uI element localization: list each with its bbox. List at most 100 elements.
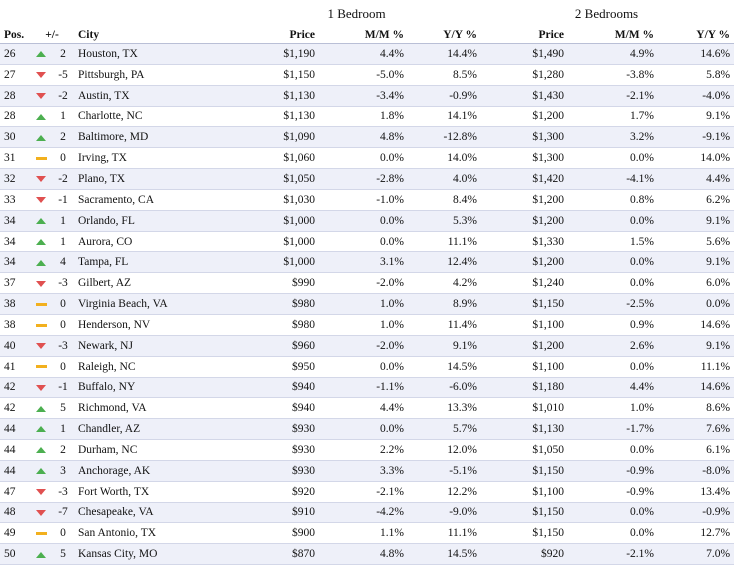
table-row: 26 2 Houston, TX $1,190 4.4% 14.4% $1,490 4.9% 1… — [0, 43, 734, 65]
rank-change-cell: 0 — [52, 293, 74, 315]
mm-1br-cell: -2.1% — [319, 481, 404, 503]
trend-icon-cell — [30, 231, 52, 253]
triangle-up-icon — [36, 447, 46, 454]
yy-2br-cell: 13.4% — [654, 481, 734, 503]
col-header-yy-2br: Y/Y % — [654, 23, 734, 44]
price-1br-cell: $1,090 — [234, 126, 319, 149]
yy-2br-cell: -9.1% — [654, 126, 734, 149]
col-header-city: City — [74, 23, 234, 44]
table-row: 47 -3 Fort Worth, TX $920 -2.1% 12.2% $1,100 -0… — [0, 481, 734, 503]
rank-cell: 50 — [0, 543, 30, 565]
rank-cell: 27 — [0, 64, 30, 86]
rank-cell: 26 — [0, 43, 30, 65]
mm-1br-cell: -1.1% — [319, 377, 404, 399]
mm-2br-cell: 3.2% — [564, 126, 655, 149]
mm-1br-cell: 3.3% — [319, 460, 404, 482]
mm-1br-cell: 1.1% — [319, 522, 404, 545]
price-1br-cell: $1,000 — [234, 231, 319, 253]
rank-cell: 34 — [0, 231, 30, 253]
yy-1br-cell: 5.3% — [404, 210, 480, 232]
rank-change-cell: 1 — [52, 231, 74, 253]
trend-icon-cell — [30, 397, 52, 420]
price-1br-cell: $1,190 — [234, 43, 319, 65]
rank-change-cell: 2 — [52, 43, 74, 65]
yy-1br-cell: -0.9% — [404, 85, 480, 107]
price-2br-cell: $1,200 — [479, 335, 565, 357]
col-header-change: +/- — [30, 23, 74, 44]
yy-1br-cell: 8.4% — [404, 189, 480, 211]
triangle-down-icon — [36, 280, 46, 287]
rank-cell: 38 — [0, 293, 30, 315]
trend-icon-cell — [30, 502, 52, 524]
city-cell: Aurora, CO — [74, 231, 234, 253]
city-cell: San Antonio, TX — [74, 522, 234, 545]
yy-1br-cell: 13.3% — [404, 397, 480, 420]
mm-1br-cell: 0.0% — [319, 210, 404, 232]
rank-change-cell: -3 — [52, 481, 74, 503]
trend-icon-cell — [30, 251, 52, 274]
table-row: 34 1 Orlando, FL $1,000 0.0% 5.3% $1,200 0.0% 9.… — [0, 210, 734, 232]
dash-icon — [35, 323, 47, 327]
yy-1br-cell: 4.0% — [404, 168, 480, 190]
mm-2br-cell: -0.9% — [564, 460, 655, 482]
table-row: 50 5 Kansas City, MO $870 4.8% 14.5% $920 -2.1%… — [0, 543, 734, 565]
col-header-mm-1br: M/M % — [319, 23, 404, 44]
city-cell: Plano, TX — [74, 168, 234, 190]
yy-2br-cell: -0.9% — [654, 502, 734, 524]
mm-1br-cell: 2.2% — [319, 439, 404, 461]
table-row: 40 -3 Newark, NJ $960 -2.0% 9.1% $1,200 2.6% 9.1… — [0, 335, 734, 357]
price-2br-cell: $1,130 — [479, 418, 565, 441]
trend-icon-cell — [30, 189, 52, 211]
yy-2br-cell: 14.0% — [654, 147, 734, 170]
price-2br-cell: $1,300 — [479, 147, 565, 170]
trend-icon-cell — [30, 272, 52, 295]
yy-1br-cell: 14.5% — [404, 356, 480, 378]
rank-cell: 42 — [0, 377, 30, 399]
city-cell: Henderson, NV — [74, 314, 234, 336]
mm-1br-cell: -2.8% — [319, 168, 404, 190]
dash-icon — [35, 532, 47, 536]
mm-1br-cell: -2.0% — [319, 272, 404, 295]
yy-1br-cell: 8.9% — [404, 293, 480, 315]
mm-1br-cell: 1.0% — [319, 314, 404, 336]
mm-1br-cell: 4.8% — [319, 126, 404, 149]
city-cell: Buffalo, NY — [74, 377, 234, 399]
yy-1br-cell: -9.0% — [404, 502, 480, 524]
price-1br-cell: $900 — [234, 522, 319, 545]
yy-2br-cell: 9.1% — [654, 210, 734, 232]
col-header-pos: Pos. — [0, 23, 30, 44]
rank-cell: 40 — [0, 335, 30, 357]
rank-change-cell: -3 — [52, 272, 74, 295]
yy-1br-cell: 12.0% — [404, 439, 480, 461]
price-2br-cell: $1,150 — [479, 460, 565, 482]
triangle-up-icon — [36, 259, 46, 266]
city-cell: Raleigh, NC — [74, 356, 234, 378]
yy-2br-cell: 5.8% — [654, 64, 734, 86]
mm-1br-cell: 0.0% — [319, 147, 404, 170]
price-2br-cell: $1,330 — [479, 231, 565, 253]
mm-2br-cell: 1.5% — [564, 231, 655, 253]
price-1br-cell: $980 — [234, 314, 319, 336]
trend-icon-cell — [30, 85, 52, 107]
rank-change-cell: 0 — [52, 314, 74, 336]
city-cell: Kansas City, MO — [74, 543, 234, 565]
price-1br-cell: $980 — [234, 293, 319, 315]
trend-icon-cell — [30, 210, 52, 232]
rank-cell: 42 — [0, 397, 30, 420]
rank-change-cell: 2 — [52, 439, 74, 461]
price-1br-cell: $930 — [234, 418, 319, 441]
city-cell: Tampa, FL — [74, 251, 234, 274]
yy-2br-cell: 6.2% — [654, 189, 734, 211]
mm-1br-cell: -2.0% — [319, 335, 404, 357]
mm-2br-cell: 0.0% — [564, 210, 655, 232]
rank-change-cell: 4 — [52, 251, 74, 274]
city-cell: Orlando, FL — [74, 210, 234, 232]
table-row: 42 5 Richmond, VA $940 4.4% 13.3% $1,010 1.0% 8.… — [0, 397, 734, 420]
city-cell: Chesapeake, VA — [74, 502, 234, 524]
price-2br-cell: $920 — [479, 543, 565, 565]
trend-icon-cell — [30, 377, 52, 399]
triangle-up-icon — [36, 134, 46, 141]
table-row: 44 3 Anchorage, AK $930 3.3% -5.1% $1,150 -0.9%… — [0, 460, 734, 482]
price-1br-cell: $1,130 — [234, 106, 319, 128]
mm-1br-cell: 3.1% — [319, 251, 404, 274]
